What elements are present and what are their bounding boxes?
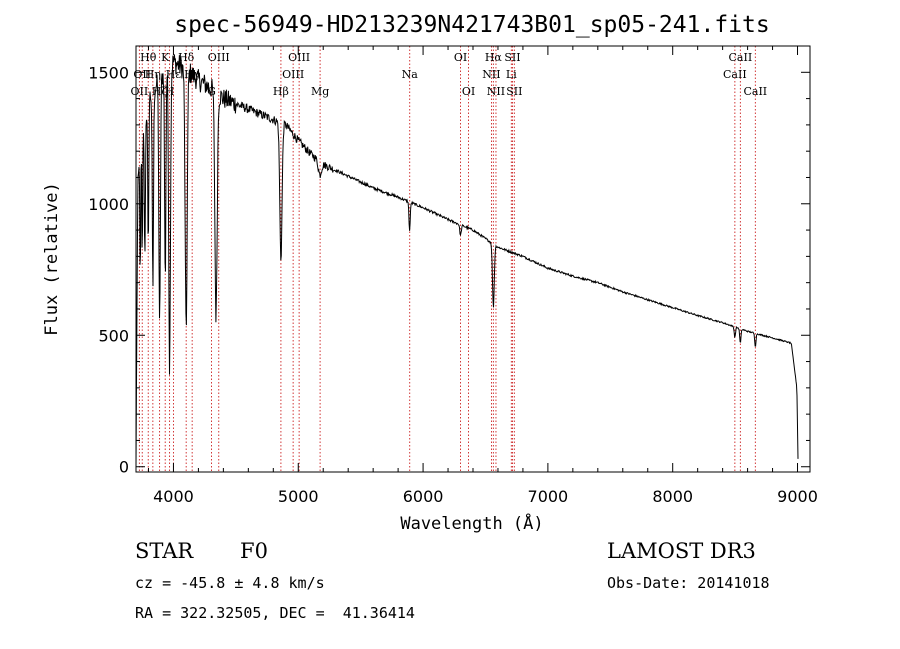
line-marker-label: SII <box>504 51 520 64</box>
line-markers <box>138 46 756 472</box>
line-marker-label: NII <box>487 85 505 98</box>
line-marker-label: OII <box>131 85 149 98</box>
line-marker-label: Mg <box>311 85 329 98</box>
line-marker-label: OIII <box>282 68 304 81</box>
line-marker-label: CaII <box>729 51 753 64</box>
plot-frame <box>135 45 811 473</box>
line-marker-label: OIII <box>208 51 230 64</box>
line-marker-label: OIII <box>288 51 310 64</box>
y-tick-label: 500 <box>98 326 129 345</box>
line-marker-label: Hα <box>485 51 503 64</box>
line-marker-label: OI <box>454 51 467 64</box>
object-class: STAR <box>135 539 194 563</box>
line-marker-labels: OIIOIIHθHηHζKHHεHδHγGOIIIHβOIIIOIIIMgNaO… <box>131 51 768 98</box>
spectral-subclass: F0 <box>240 539 268 563</box>
line-marker-label: K <box>161 51 170 64</box>
line-marker-label: OII <box>133 68 151 81</box>
line-marker-label: Na <box>402 68 419 81</box>
redshift-readout: cz = -45.8 ± 4.8 km/s <box>135 574 325 592</box>
line-marker-label: OI <box>462 85 475 98</box>
survey-name: LAMOST DR3 <box>607 539 756 563</box>
line-marker-label: Hε <box>166 68 182 81</box>
line-marker-label: SII <box>506 85 522 98</box>
line-marker-label: Hθ <box>140 51 157 64</box>
chart-title: spec-56949-HD213239N421743B01_sp05-241.f… <box>174 12 769 38</box>
x-tick-label: 6000 <box>403 487 444 506</box>
line-marker-label: Hβ <box>273 85 289 98</box>
line-marker-label: CaII <box>723 68 747 81</box>
line-marker-label: H <box>165 85 175 98</box>
y-axis-ticks: 0 500 1000 1500 <box>88 63 810 477</box>
line-marker-label: CaII <box>743 85 767 98</box>
x-tick-label: 5000 <box>278 487 319 506</box>
line-marker-label: Li <box>506 68 517 81</box>
observation-date: Obs-Date: 20141018 <box>607 574 770 592</box>
x-tick-label: 7000 <box>528 487 569 506</box>
y-axis-label: Flux (relative) <box>42 182 62 336</box>
x-tick-label: 8000 <box>652 487 693 506</box>
line-marker-label: Hδ <box>178 51 195 64</box>
y-tick-label: 1000 <box>88 195 129 214</box>
line-marker-label: NII <box>482 68 500 81</box>
spectrum-line <box>135 54 799 467</box>
x-tick-label: 4000 <box>153 487 194 506</box>
y-tick-label: 1500 <box>88 63 129 82</box>
line-marker-label: Hη <box>145 68 161 81</box>
y-tick-label: 0 <box>119 458 129 477</box>
x-axis-label: Wavelength (Å) <box>400 512 543 534</box>
coordinates-readout: RA = 322.32505, DEC = 41.36414 <box>135 604 415 622</box>
x-tick-label: 9000 <box>777 487 818 506</box>
x-axis-ticks: 4000 5000 6000 7000 8000 9000 <box>147 46 818 506</box>
